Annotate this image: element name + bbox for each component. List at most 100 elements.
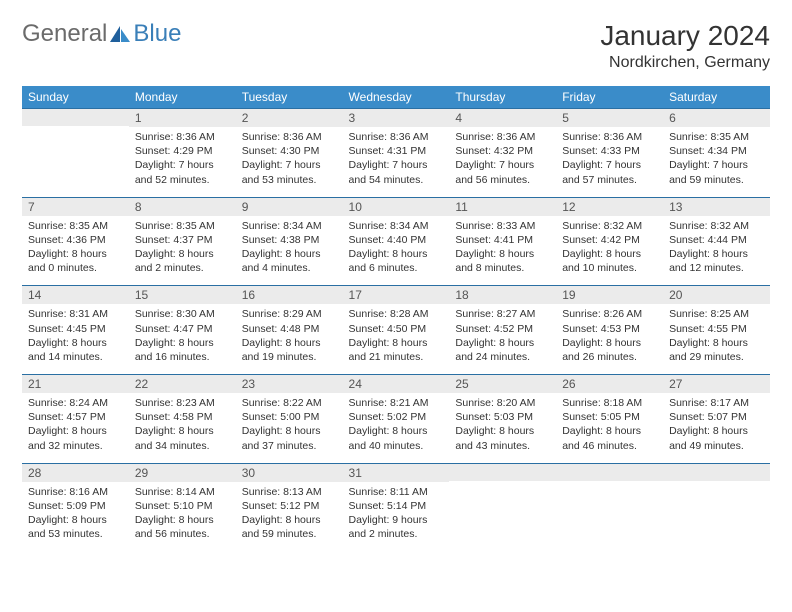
day-number: 23	[236, 374, 343, 393]
day-line: Daylight: 7 hours	[135, 158, 230, 172]
day-body	[449, 481, 556, 537]
day-line: Sunset: 4:45 PM	[28, 322, 123, 336]
day-line: Sunset: 5:02 PM	[349, 410, 444, 424]
day-line: and 59 minutes.	[669, 173, 764, 187]
day-cell: 26Sunrise: 8:18 AMSunset: 5:05 PMDayligh…	[556, 374, 663, 463]
day-cell: 24Sunrise: 8:21 AMSunset: 5:02 PMDayligh…	[343, 374, 450, 463]
day-number: 18	[449, 285, 556, 304]
day-line: Sunset: 5:14 PM	[349, 499, 444, 513]
day-line: and 46 minutes.	[562, 439, 657, 453]
day-number: 20	[663, 285, 770, 304]
day-cell	[663, 463, 770, 552]
day-cell: 20Sunrise: 8:25 AMSunset: 4:55 PMDayligh…	[663, 285, 770, 374]
day-number: 28	[22, 463, 129, 482]
day-line: Sunrise: 8:36 AM	[349, 130, 444, 144]
day-cell: 19Sunrise: 8:26 AMSunset: 4:53 PMDayligh…	[556, 285, 663, 374]
day-line: Sunset: 5:07 PM	[669, 410, 764, 424]
day-number: 10	[343, 197, 450, 216]
day-line: Daylight: 8 hours	[242, 336, 337, 350]
day-line: and 56 minutes.	[135, 527, 230, 541]
day-number: 4	[449, 108, 556, 127]
dow-monday: Monday	[129, 86, 236, 108]
day-cell: 29Sunrise: 8:14 AMSunset: 5:10 PMDayligh…	[129, 463, 236, 552]
day-number: 12	[556, 197, 663, 216]
day-cell: 30Sunrise: 8:13 AMSunset: 5:12 PMDayligh…	[236, 463, 343, 552]
day-line: Sunrise: 8:32 AM	[669, 219, 764, 233]
week-row: 14Sunrise: 8:31 AMSunset: 4:45 PMDayligh…	[22, 285, 770, 374]
day-number: 24	[343, 374, 450, 393]
day-line: Sunset: 4:33 PM	[562, 144, 657, 158]
day-line: Sunset: 5:03 PM	[455, 410, 550, 424]
day-line: and 21 minutes.	[349, 350, 444, 364]
week-row: 21Sunrise: 8:24 AMSunset: 4:57 PMDayligh…	[22, 374, 770, 463]
day-line: Sunrise: 8:26 AM	[562, 307, 657, 321]
day-line: Sunset: 5:00 PM	[242, 410, 337, 424]
day-body: Sunrise: 8:31 AMSunset: 4:45 PMDaylight:…	[22, 304, 129, 374]
day-line: Daylight: 8 hours	[28, 336, 123, 350]
day-line: Daylight: 8 hours	[669, 424, 764, 438]
day-line: Daylight: 8 hours	[562, 336, 657, 350]
day-line: Sunrise: 8:36 AM	[135, 130, 230, 144]
day-body: Sunrise: 8:18 AMSunset: 5:05 PMDaylight:…	[556, 393, 663, 463]
day-line: Sunrise: 8:34 AM	[242, 219, 337, 233]
day-line: Sunrise: 8:25 AM	[669, 307, 764, 321]
day-line: Daylight: 7 hours	[562, 158, 657, 172]
day-line: Sunset: 4:31 PM	[349, 144, 444, 158]
day-body: Sunrise: 8:36 AMSunset: 4:31 PMDaylight:…	[343, 127, 450, 197]
day-line: and 54 minutes.	[349, 173, 444, 187]
day-cell: 4Sunrise: 8:36 AMSunset: 4:32 PMDaylight…	[449, 108, 556, 197]
day-cell: 17Sunrise: 8:28 AMSunset: 4:50 PMDayligh…	[343, 285, 450, 374]
day-body: Sunrise: 8:26 AMSunset: 4:53 PMDaylight:…	[556, 304, 663, 374]
day-line: Sunset: 4:42 PM	[562, 233, 657, 247]
day-line: and 26 minutes.	[562, 350, 657, 364]
day-line: Daylight: 8 hours	[242, 424, 337, 438]
day-body: Sunrise: 8:25 AMSunset: 4:55 PMDaylight:…	[663, 304, 770, 374]
day-line: Sunrise: 8:27 AM	[455, 307, 550, 321]
day-line: Daylight: 8 hours	[135, 424, 230, 438]
day-line: Sunrise: 8:36 AM	[562, 130, 657, 144]
day-line: Sunset: 4:41 PM	[455, 233, 550, 247]
day-line: Daylight: 8 hours	[135, 336, 230, 350]
day-line: and 2 minutes.	[349, 527, 444, 541]
day-line: Sunrise: 8:13 AM	[242, 485, 337, 499]
day-cell: 6Sunrise: 8:35 AMSunset: 4:34 PMDaylight…	[663, 108, 770, 197]
day-line: Sunrise: 8:17 AM	[669, 396, 764, 410]
day-cell: 8Sunrise: 8:35 AMSunset: 4:37 PMDaylight…	[129, 197, 236, 286]
day-body: Sunrise: 8:23 AMSunset: 4:58 PMDaylight:…	[129, 393, 236, 463]
dow-wednesday: Wednesday	[343, 86, 450, 108]
day-cell	[556, 463, 663, 552]
day-number: 1	[129, 108, 236, 127]
dow-friday: Friday	[556, 86, 663, 108]
day-line: and 53 minutes.	[28, 527, 123, 541]
day-line: Sunrise: 8:33 AM	[455, 219, 550, 233]
day-line: Daylight: 8 hours	[455, 247, 550, 261]
day-line: and 4 minutes.	[242, 261, 337, 275]
day-cell: 23Sunrise: 8:22 AMSunset: 5:00 PMDayligh…	[236, 374, 343, 463]
day-line: Sunset: 4:47 PM	[135, 322, 230, 336]
logo-text-blue: Blue	[133, 20, 181, 48]
day-line: Sunrise: 8:36 AM	[242, 130, 337, 144]
day-number	[663, 463, 770, 481]
day-body: Sunrise: 8:16 AMSunset: 5:09 PMDaylight:…	[22, 482, 129, 552]
day-line: and 37 minutes.	[242, 439, 337, 453]
day-line: Sunrise: 8:21 AM	[349, 396, 444, 410]
day-line: Sunrise: 8:32 AM	[562, 219, 657, 233]
day-line: Daylight: 8 hours	[135, 247, 230, 261]
day-line: Daylight: 8 hours	[669, 336, 764, 350]
day-number: 16	[236, 285, 343, 304]
dow-thursday: Thursday	[449, 86, 556, 108]
day-line: Sunrise: 8:14 AM	[135, 485, 230, 499]
title-block: January 2024 Nordkirchen, Germany	[600, 20, 770, 72]
day-line: Sunset: 4:44 PM	[669, 233, 764, 247]
day-line: and 24 minutes.	[455, 350, 550, 364]
day-line: Sunrise: 8:18 AM	[562, 396, 657, 410]
day-body: Sunrise: 8:36 AMSunset: 4:33 PMDaylight:…	[556, 127, 663, 197]
day-line: Sunset: 4:58 PM	[135, 410, 230, 424]
day-line: Sunset: 4:36 PM	[28, 233, 123, 247]
day-body: Sunrise: 8:11 AMSunset: 5:14 PMDaylight:…	[343, 482, 450, 552]
day-body: Sunrise: 8:36 AMSunset: 4:30 PMDaylight:…	[236, 127, 343, 197]
day-line: Sunset: 5:05 PM	[562, 410, 657, 424]
day-line: and 2 minutes.	[135, 261, 230, 275]
day-line: Sunset: 4:52 PM	[455, 322, 550, 336]
day-body	[22, 126, 129, 182]
